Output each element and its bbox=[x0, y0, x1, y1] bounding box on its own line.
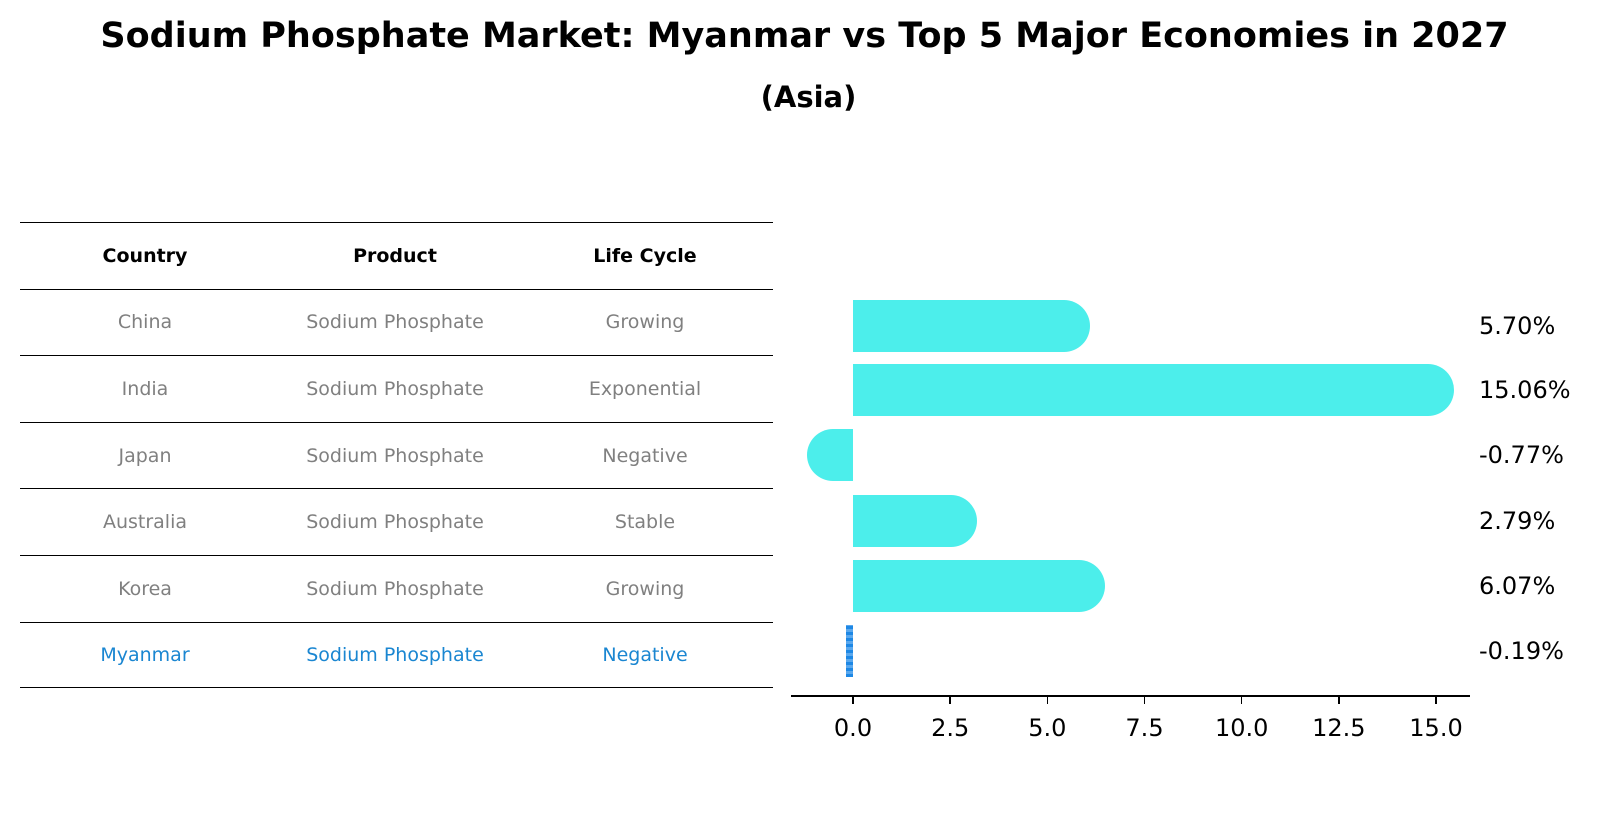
value-label: -0.19% bbox=[1479, 637, 1564, 665]
cell-product: Sodium Phosphate bbox=[306, 511, 484, 534]
bar-australia bbox=[853, 495, 978, 547]
table-row-highlighted: Myanmar Sodium Phosphate Negative bbox=[20, 621, 773, 689]
cell-life-cycle: Negative bbox=[602, 444, 688, 467]
cell-life-cycle: Negative bbox=[602, 643, 688, 666]
x-tick-label: 10.0 bbox=[1214, 714, 1269, 742]
header-life-cycle: Life Cycle bbox=[593, 244, 697, 267]
x-tick bbox=[1046, 696, 1049, 704]
table-row: China Sodium Phosphate Growing bbox=[20, 288, 773, 356]
header-country: Country bbox=[102, 244, 188, 267]
cell-country: Australia bbox=[102, 511, 188, 534]
bar-japan bbox=[807, 429, 853, 481]
cell-life-cycle: Growing bbox=[605, 577, 685, 600]
market-table: Country Product Life Cycle China Sodium … bbox=[20, 222, 773, 689]
x-tick bbox=[1435, 696, 1437, 704]
table-header-row: Country Product Life Cycle bbox=[20, 222, 773, 289]
x-tick-label: 12.5 bbox=[1312, 714, 1366, 742]
bar-korea bbox=[853, 560, 1105, 612]
x-tick-label: 2.5 bbox=[931, 714, 970, 742]
cell-life-cycle: Exponential bbox=[588, 377, 702, 400]
bar-china bbox=[853, 300, 1091, 352]
cell-product: Sodium Phosphate bbox=[306, 577, 484, 600]
value-label: 6.07% bbox=[1479, 572, 1556, 600]
value-label: 5.70% bbox=[1479, 312, 1556, 340]
cell-product: Sodium Phosphate bbox=[306, 377, 484, 400]
cell-life-cycle: Growing bbox=[605, 311, 685, 334]
x-tick-label: 0.0 bbox=[833, 714, 873, 742]
table-row: Australia Sodium Phosphate Stable bbox=[20, 488, 773, 555]
x-tick-label: 5.0 bbox=[1028, 714, 1067, 742]
x-axis-line bbox=[791, 695, 1470, 697]
cell-country: Korea bbox=[118, 577, 172, 600]
chart-title: Sodium Phosphate Market: Myanmar vs Top … bbox=[100, 16, 1509, 56]
x-tick bbox=[1338, 696, 1340, 704]
cell-country: India bbox=[121, 377, 169, 400]
table-row: Korea Sodium Phosphate Growing bbox=[20, 554, 773, 622]
chart-subtitle: (Asia) bbox=[760, 80, 857, 114]
value-label: 2.79% bbox=[1479, 507, 1556, 535]
cell-product: Sodium Phosphate bbox=[306, 444, 484, 467]
header-product: Product bbox=[353, 244, 437, 267]
table-row: Japan Sodium Phosphate Negative bbox=[20, 421, 773, 489]
x-tick bbox=[949, 696, 951, 704]
x-tick-label: 7.5 bbox=[1125, 714, 1164, 742]
bar-myanmar bbox=[845, 625, 853, 677]
value-label: 15.06% bbox=[1479, 376, 1571, 404]
table-row: India Sodium Phosphate Exponential bbox=[20, 355, 773, 422]
cell-country: Japan bbox=[118, 444, 172, 467]
x-tick bbox=[852, 696, 854, 704]
cell-life-cycle: Stable bbox=[614, 511, 676, 534]
x-tick bbox=[1240, 696, 1243, 704]
cell-product: Sodium Phosphate bbox=[306, 643, 484, 666]
cell-country: China bbox=[117, 311, 173, 334]
cell-product: Sodium Phosphate bbox=[306, 311, 484, 334]
value-label: -0.77% bbox=[1479, 441, 1564, 469]
x-tick bbox=[1143, 696, 1146, 704]
x-tick-label: 15.0 bbox=[1409, 714, 1463, 742]
cell-country: Myanmar bbox=[100, 643, 190, 666]
bar-india bbox=[853, 364, 1454, 416]
